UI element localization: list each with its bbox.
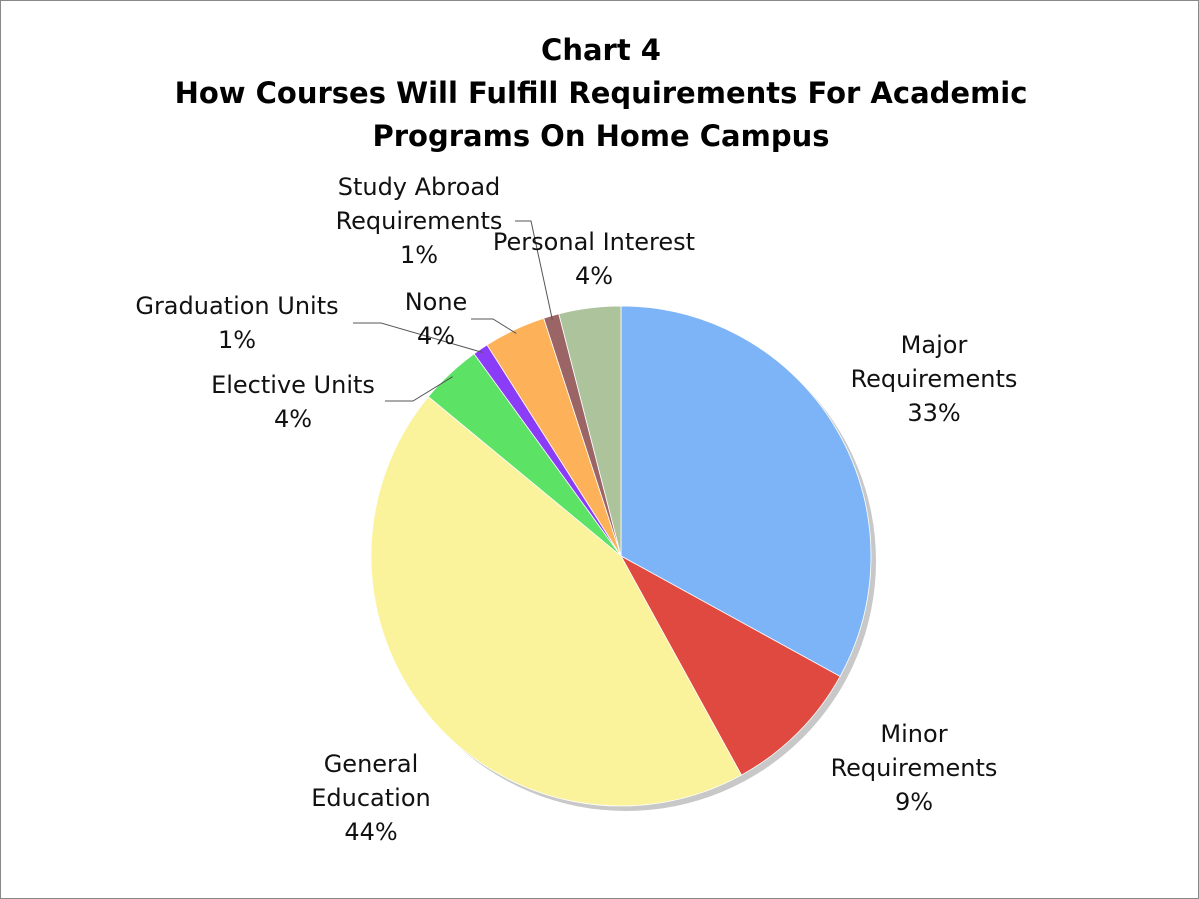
value-label: 1% (399, 241, 439, 269)
pie-slice (370, 396, 742, 807)
value-label: 1% (217, 326, 257, 354)
chart-title: Chart 4 (541, 33, 661, 67)
category-label: Graduation Units (135, 292, 339, 320)
slice-label: None 4% (376, 285, 496, 353)
pie-slice (619, 554, 841, 776)
value-label: 9% (894, 788, 934, 816)
value-label: 44% (344, 818, 398, 846)
category-label: Study Abroad Requirements (335, 173, 503, 235)
value-label: 4% (273, 405, 313, 433)
slice-label: Minor Requirements 9% (809, 717, 1019, 819)
value-label: 33% (907, 399, 961, 427)
category-label: Personal Interest (492, 228, 696, 256)
category-label: Minor Requirements (830, 720, 998, 782)
pie-slice (558, 305, 622, 557)
category-label: None (404, 288, 468, 316)
pie-slice (620, 305, 872, 677)
leader-line (471, 318, 517, 334)
titles: Chart 4 How Courses Will Fulfill Require… (111, 29, 1091, 158)
value-label: 4% (574, 262, 614, 290)
slice-label: Graduation Units 1% (107, 289, 367, 357)
leader-line (353, 322, 483, 354)
slice-label: Personal Interest 4% (459, 225, 729, 293)
leader-line (515, 220, 553, 320)
category-label: General Education (311, 750, 431, 812)
slice-label: Elective Units 4% (173, 368, 413, 436)
leader-line (385, 376, 453, 402)
slice-label: Study Abroad Requirements 1% (314, 170, 524, 272)
slice-label: Major Requirements 33% (829, 328, 1039, 430)
slice-label: General Education 44% (286, 747, 456, 849)
value-label: 4% (416, 322, 456, 350)
category-label: Major Requirements (850, 331, 1018, 393)
category-label: Elective Units (211, 371, 375, 399)
chart-subtitle: How Courses Will Fulfill Requirements Fo… (174, 76, 1028, 153)
